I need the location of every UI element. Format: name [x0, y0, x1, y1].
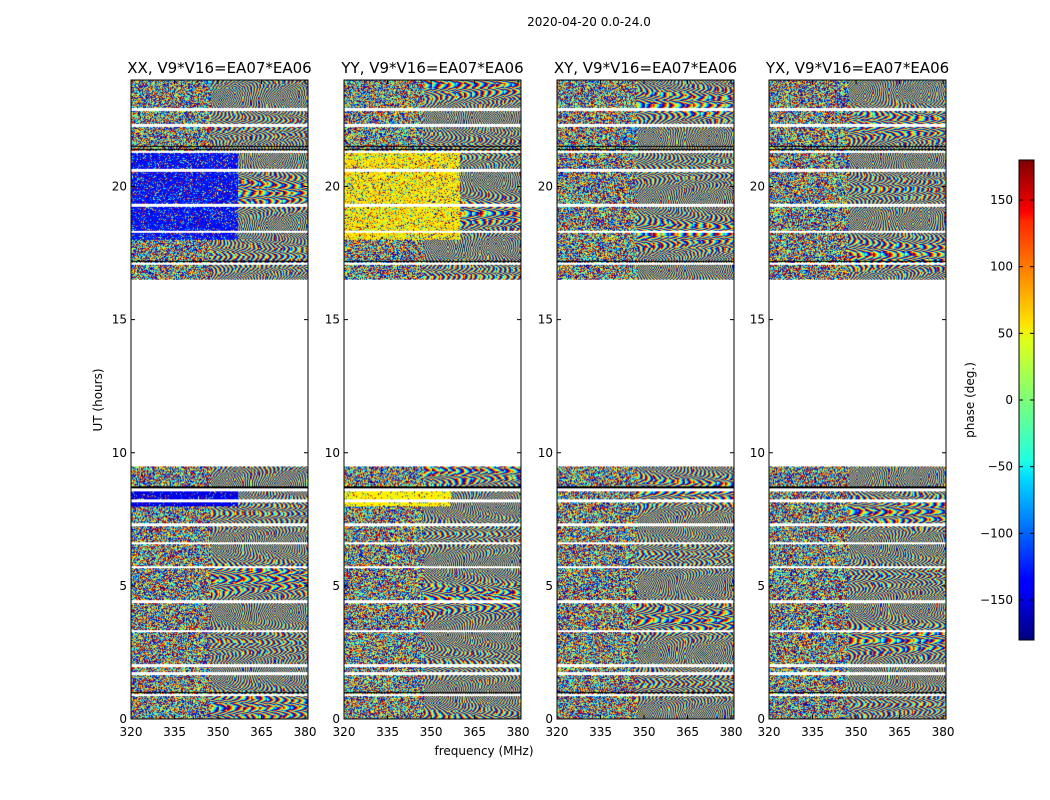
- x-tick-label: 350: [420, 725, 443, 739]
- x-tick-label: 380: [932, 725, 955, 739]
- panel-4: YX, V9*V16=EA07*EA06 320 335 350 365 380 0 5 10 1…: [750, 59, 955, 739]
- x-tick-label: 350: [207, 725, 230, 739]
- x-tick-label: 365: [463, 725, 486, 739]
- x-tick-label: 350: [845, 725, 868, 739]
- colorbar: −150 −100 −50 0 50 100 150 phase (deg.): [963, 159, 1035, 641]
- y-tick-label: 0: [119, 712, 127, 726]
- x-tick-label: 350: [633, 725, 656, 739]
- x-tick-label: 365: [250, 725, 273, 739]
- x-tick-label: 380: [294, 725, 317, 739]
- phase-heatmap-image: [344, 80, 521, 719]
- y-tick-label: 10: [538, 446, 553, 460]
- panel-2: YY, V9*V16=EA07*EA06 320 335 350 365 380 0 5 10 1…: [325, 59, 530, 739]
- colorbar-tick-label: −100: [980, 526, 1013, 540]
- colorbar-label: phase (deg.): [963, 362, 977, 438]
- y-tick-label: 15: [538, 313, 553, 327]
- y-tick-label: 15: [112, 313, 127, 327]
- phase-heatmap-image: [131, 80, 308, 719]
- x-tick-label: 320: [758, 725, 781, 739]
- colorbar-tick-label: 150: [990, 193, 1013, 207]
- x-tick-label: 365: [888, 725, 911, 739]
- y-tick-label: 20: [750, 180, 765, 194]
- panel-3: XY, V9*V16=EA07*EA06 320 335 350 365 380 0 5 10 1…: [538, 59, 743, 739]
- y-tick-label: 0: [757, 712, 765, 726]
- x-tick-label: 335: [801, 725, 824, 739]
- x-axis-label: frequency (MHz): [434, 744, 533, 758]
- x-tick-label: 335: [376, 725, 399, 739]
- x-tick-label: 335: [163, 725, 186, 739]
- colorbar-tick-label: 50: [998, 326, 1013, 340]
- panel-1: XX, V9*V16=EA07*EA06 320 335 350 365 380 0 5 10 1…: [112, 59, 317, 739]
- figure-title: 2020-04-20 0.0-24.0: [527, 15, 651, 29]
- x-tick-label: 380: [720, 725, 743, 739]
- y-tick-label: 5: [545, 579, 553, 593]
- x-tick-label: 335: [589, 725, 612, 739]
- x-tick-label: 320: [120, 725, 143, 739]
- y-tick-label: 15: [750, 313, 765, 327]
- x-tick-label: 320: [546, 725, 569, 739]
- y-tick-label: 10: [325, 446, 340, 460]
- y-tick-label: 0: [545, 712, 553, 726]
- panel-frame: [768, 79, 947, 720]
- y-tick-label: 0: [332, 712, 340, 726]
- phase-heatmap-image: [769, 80, 946, 719]
- panel-title: YX, V9*V16=EA07*EA06: [765, 59, 949, 77]
- panel-frame: [343, 79, 522, 720]
- y-tick-label: 20: [538, 180, 553, 194]
- panel-frame: [556, 79, 735, 720]
- y-tick-label: 15: [325, 313, 340, 327]
- panel-title: YY, V9*V16=EA07*EA06: [340, 59, 523, 77]
- x-tick-label: 365: [676, 725, 699, 739]
- y-tick-label: 20: [325, 180, 340, 194]
- y-tick-label: 10: [750, 446, 765, 460]
- phase-heatmap-image: [557, 80, 734, 719]
- colorbar-tick-label: 0: [1005, 393, 1013, 407]
- x-tick-label: 320: [333, 725, 356, 739]
- y-tick-label: 10: [112, 446, 127, 460]
- panel-title: XX, V9*V16=EA07*EA06: [127, 59, 311, 77]
- panel-frame: [130, 79, 309, 720]
- colorbar-tick-label: 100: [990, 260, 1013, 274]
- y-axis-label: UT (hours): [91, 368, 105, 431]
- colorbar-tick-label: −150: [980, 593, 1013, 607]
- y-tick-label: 5: [757, 579, 765, 593]
- colorbar-tick-label: −50: [988, 460, 1013, 474]
- y-tick-label: 20: [112, 180, 127, 194]
- x-tick-label: 380: [507, 725, 530, 739]
- panel-title: XY, V9*V16=EA07*EA06: [554, 59, 737, 77]
- y-tick-label: 5: [332, 579, 340, 593]
- y-tick-label: 5: [119, 579, 127, 593]
